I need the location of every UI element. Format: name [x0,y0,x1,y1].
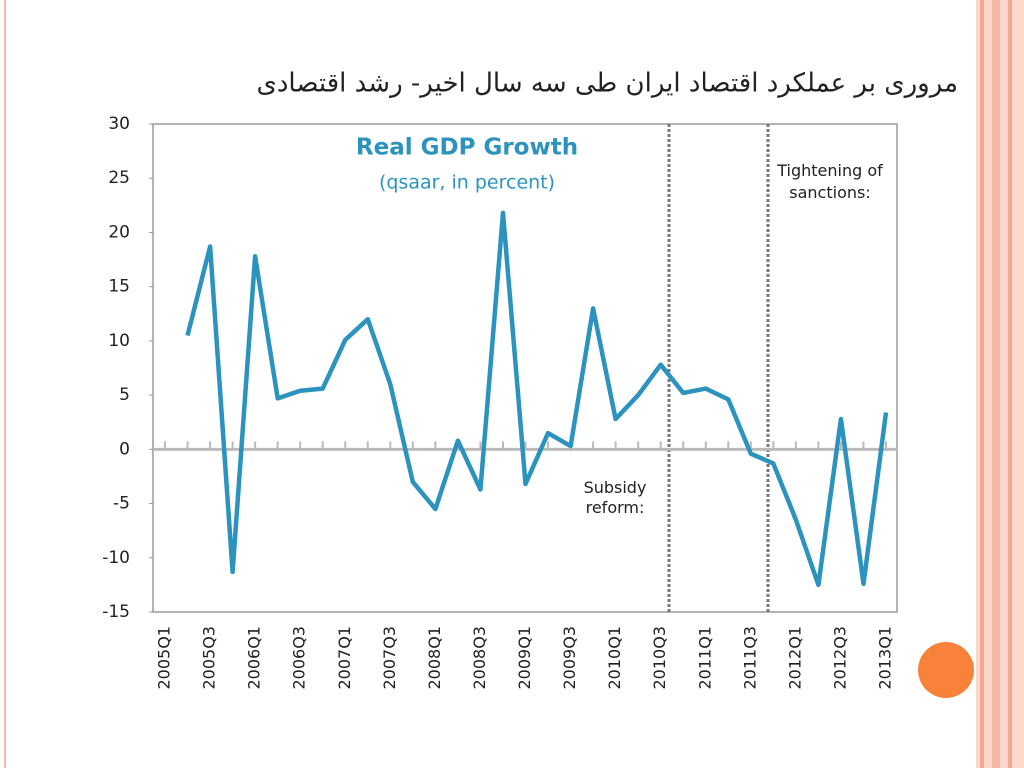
chart-subtitle: (qsaar, in percent) [379,172,555,194]
y-tick-label: 5 [119,385,130,405]
annotation: Tightening of sanctions: [777,161,883,202]
right-stripe [980,0,984,768]
x-tick-label: 2006Q3 [290,626,309,690]
x-tick-label: 2011Q3 [740,626,759,690]
y-tick-label: -5 [113,494,130,514]
annotation-box: Subsidy reform: [583,478,647,517]
x-tick-label: 2011Q1 [695,626,714,690]
x-tick-label: 2007Q1 [335,626,354,690]
x-tick-label: 2007Q3 [380,626,399,690]
x-tick-label: 2008Q1 [425,626,444,690]
annotation: Subsidy reform: [583,478,647,517]
y-tick-label: 0 [119,439,130,459]
y-tick-label: 30 [108,114,130,134]
chart-title: Real GDP Growth [356,135,578,161]
x-tick-label: 2010Q1 [605,626,624,690]
x-tick-label: 2010Q3 [650,626,669,690]
decor-circle [918,642,974,698]
slide-title: مروری بر عملکرد اقتصاد ایران طی سه سال ا… [256,69,958,99]
x-tick-label: 2009Q1 [515,626,534,690]
y-tick-label: 10 [108,331,130,351]
data-line [185,210,889,588]
x-tick-label: 2008Q3 [470,626,489,690]
x-tick-label: 2005Q3 [200,626,219,690]
y-tick-label: 15 [108,277,130,297]
right-stripe [1008,0,1012,768]
plot-frame [152,123,898,613]
x-tick-label: 2005Q1 [155,626,174,690]
x-tick-label: 2013Q1 [876,626,895,690]
y-tick-label: -15 [102,602,130,622]
x-tick-label: 2012Q1 [785,626,804,690]
right-stripe [992,0,1000,768]
y-tick-label: -10 [102,548,130,568]
x-tick-label: 2012Q3 [830,626,849,690]
x-tick-label: 2006Q1 [245,626,264,690]
x-tick-label: 2009Q3 [560,626,579,690]
annotation-box: Tightening of sanctions: [777,161,883,202]
y-tick-label: 25 [108,168,130,188]
y-tick-label: 20 [108,222,130,242]
